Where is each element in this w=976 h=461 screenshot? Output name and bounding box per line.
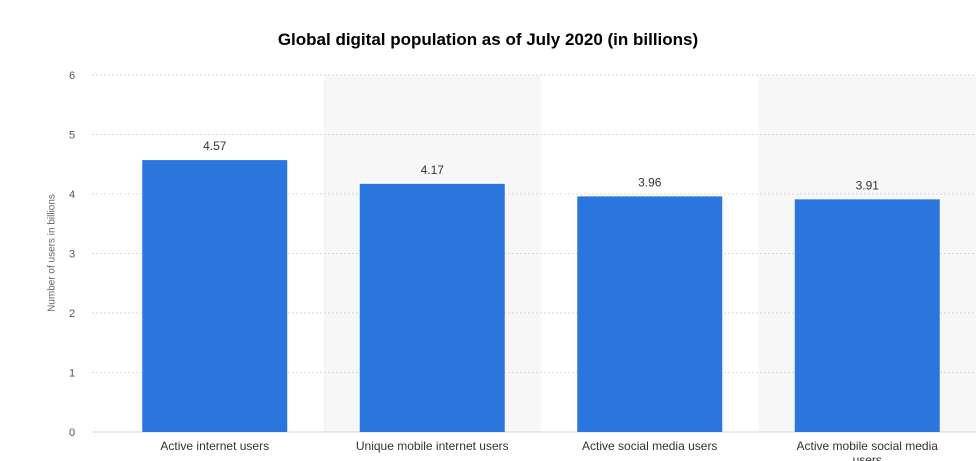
data-labels: 4.57 4.17 3.96 3.91 bbox=[203, 139, 879, 192]
data-label: 4.57 bbox=[203, 139, 227, 153]
y-tick-label: 1 bbox=[69, 368, 75, 380]
bars bbox=[142, 160, 940, 432]
bar bbox=[142, 160, 288, 432]
data-label: 4.17 bbox=[421, 163, 445, 177]
category-label: Active internet users bbox=[160, 439, 269, 453]
category-label: Active social media users bbox=[582, 439, 717, 453]
y-tick-label: 5 bbox=[69, 130, 75, 142]
y-tick-label: 3 bbox=[69, 249, 75, 261]
y-tick-label: 4 bbox=[69, 189, 75, 201]
y-tick-label: 0 bbox=[69, 427, 75, 439]
category-label: Unique mobile internet users bbox=[356, 439, 509, 453]
category-labels: Active internet users Unique mobile inter… bbox=[160, 439, 938, 461]
chart-title: Global digital population as of July 202… bbox=[277, 30, 699, 49]
category-label: Active mobile social media users bbox=[797, 439, 939, 461]
y-axis-ticks: 0 1 2 3 4 5 6 bbox=[69, 70, 75, 439]
data-label: 3.91 bbox=[856, 178, 880, 192]
y-tick-label: 6 bbox=[69, 70, 75, 82]
bar bbox=[794, 199, 940, 432]
y-tick-label: 2 bbox=[69, 308, 75, 320]
data-label: 3.96 bbox=[638, 175, 662, 189]
bar bbox=[359, 183, 505, 432]
bar bbox=[577, 196, 723, 432]
